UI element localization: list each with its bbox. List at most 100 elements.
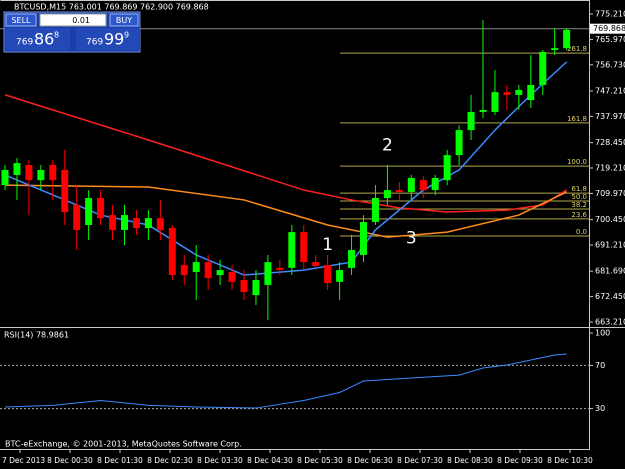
rsi-line (4, 353, 567, 409)
candle-body (276, 267, 284, 271)
candle-body (204, 262, 212, 279)
y-tick-label: 709.970 (595, 189, 625, 198)
candle-body (336, 270, 344, 282)
candle-body (228, 271, 236, 282)
rsi-tick-label: 100 (595, 329, 610, 338)
footer: BTC-eExchange, © 2001-2013, MetaQuotes S… (5, 440, 242, 449)
candle-body (539, 51, 547, 85)
sell-button[interactable] (5, 13, 37, 27)
fib-label: 161.8 (567, 115, 587, 123)
y-tick-label: 681.690 (595, 267, 625, 276)
annotation: 1 (322, 235, 333, 255)
time-label: 8 Dec 01:30 (97, 456, 143, 465)
ask-box[interactable] (76, 28, 140, 50)
fib-label: 61.8 (571, 185, 587, 193)
fib-label: 23.6 (571, 211, 587, 219)
bid-fraction: 8 (54, 31, 59, 40)
fib-label: 38.2 (571, 201, 587, 209)
y-tick-label: 728.450 (595, 138, 625, 147)
candle-body (109, 215, 117, 230)
candle-body (527, 84, 535, 101)
candle-body (312, 262, 320, 266)
candle-body (25, 165, 33, 181)
y-tick-label: 775.210 (595, 9, 625, 18)
y-tick-label: 700.450 (595, 215, 625, 224)
candle-body (121, 215, 128, 230)
candle-body (515, 89, 523, 95)
buy-button[interactable] (109, 13, 139, 27)
candle-body (264, 262, 272, 285)
sell-label: SELL (11, 16, 31, 25)
candle-body (503, 92, 511, 95)
moving-average (4, 94, 568, 213)
time-label: 8 Dec 04:30 (247, 456, 293, 465)
ask-fraction: 9 (124, 31, 129, 40)
rsi-tick-label: 30 (595, 404, 605, 413)
y-tick-label: 765.970 (595, 35, 625, 44)
candle-body (419, 180, 427, 191)
buy-label: BUY (116, 16, 132, 25)
time-label: 8 Dec 07:30 (397, 456, 443, 465)
candle-body (180, 265, 188, 276)
candle-body (85, 198, 93, 225)
y-tick-label: 691.210 (595, 241, 625, 250)
candle-body (395, 190, 403, 192)
y-tick-label: 747.210 (595, 87, 625, 96)
bid-box[interactable] (6, 28, 70, 50)
annotation: 3 (406, 229, 417, 249)
chart-header: BTCUSD,M15 763.001 769.869 762.900 769.8… (14, 3, 209, 12)
bid-label-bg (590, 23, 625, 34)
y-tick-label: 719.210 (595, 164, 625, 173)
candle-body (97, 198, 105, 219)
time-label: 8 Dec 02:30 (147, 456, 193, 465)
annotation: 2 (382, 135, 393, 155)
candle-body (13, 163, 21, 175)
candle-body (467, 111, 475, 131)
candle-body (73, 204, 81, 230)
lot-value: 0.01 (72, 16, 90, 25)
candle-body (288, 232, 296, 268)
fib-label: 0.0 (576, 228, 587, 236)
bid-pips: 86 (34, 30, 54, 49)
y-tick-label: 756.730 (595, 60, 625, 69)
candle-body (348, 249, 356, 268)
candle-body (324, 265, 332, 283)
time-label: 8 Dec 09:30 (497, 456, 543, 465)
time-label: 8 Dec 03:30 (197, 456, 243, 465)
ask-big-figure: 769 (86, 38, 103, 48)
ask-pips: 99 (104, 30, 124, 49)
lot-input[interactable] (39, 13, 107, 27)
y-tick-label: 663.210 (595, 318, 625, 327)
moving-average (4, 184, 567, 238)
candle-body (132, 218, 140, 228)
y-tick-label: 737.970 (595, 112, 625, 121)
candle-body (49, 165, 57, 181)
time-label: 8 Dec 00:30 (47, 456, 93, 465)
candle-body (216, 270, 224, 276)
candle-body (360, 221, 367, 255)
rsi-tick-label: 70 (595, 361, 605, 370)
candle-body (491, 92, 499, 112)
candle-body (443, 155, 451, 181)
y-tick-label: 672.450 (595, 292, 625, 301)
candle-body (156, 218, 164, 230)
candle-body (407, 177, 415, 192)
candle-body (431, 177, 439, 191)
candle-body (252, 279, 260, 296)
time-label: 7 Dec 2013 (2, 456, 45, 465)
candle-body (479, 110, 487, 112)
rsi-label: RSI(14) 78.9861 (4, 331, 69, 340)
candle-body (300, 232, 308, 263)
bid-big-figure: 769 (16, 38, 33, 48)
candle-body (240, 279, 248, 293)
candle-body (61, 169, 69, 213)
time-label: 8 Dec 10:30 (547, 456, 593, 465)
candle-body (144, 218, 152, 228)
candle-body (1, 169, 9, 186)
time-label: 8 Dec 08:30 (447, 456, 493, 465)
candle-body (551, 48, 559, 51)
fib-label: 100.0 (567, 158, 587, 166)
candle-body (371, 198, 379, 222)
